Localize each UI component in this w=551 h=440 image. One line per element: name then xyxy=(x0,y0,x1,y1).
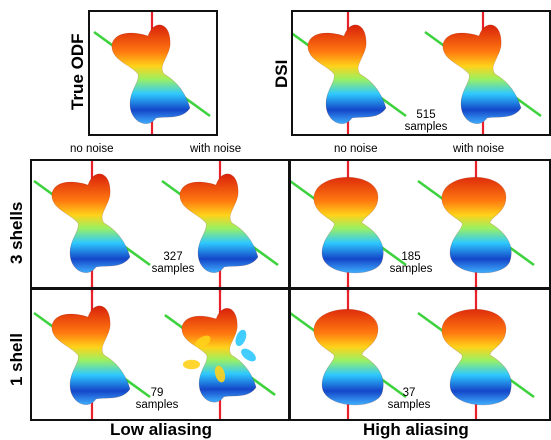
grid-glyph-canvas xyxy=(33,161,535,419)
caption-no-noise-right: no noise xyxy=(334,143,378,155)
shell3-low-no-noise-glyph xyxy=(33,161,151,293)
caption-with-noise-left: with noise xyxy=(190,143,242,155)
shell3-low-with-noise-glyph xyxy=(161,161,279,293)
dsi-panel: 515 samples xyxy=(291,10,551,136)
one-shell-label: 1 shell xyxy=(7,333,26,386)
shell1-low-no-noise-glyph-surface xyxy=(51,305,131,405)
grid-horizontal-divider xyxy=(32,287,549,290)
shell3-low-samples: 327 samples xyxy=(148,251,198,275)
caption-with-noise-right: with noise xyxy=(453,143,505,155)
dsi-label: DSI xyxy=(272,59,291,88)
true-odf-glyph-surface xyxy=(111,24,191,124)
shell1-low-with-noise-glyph-noise-lobe xyxy=(182,359,201,370)
shell1-low-with-noise-glyph-noise-lobe xyxy=(241,348,256,362)
shell3-high-no-noise-glyph xyxy=(289,161,407,293)
shell1-high-samples: 37 samples xyxy=(384,387,434,411)
shell1-high-no-noise-glyph-surface xyxy=(313,308,384,406)
shell1-low-with-noise-glyph xyxy=(164,285,276,419)
shell1-high-count: 37 xyxy=(402,387,416,399)
dsi-glyph-canvas xyxy=(293,12,542,134)
shell3-high-with-noise-glyph xyxy=(417,161,535,293)
shell3-high-samples: 185 samples xyxy=(386,251,436,275)
shell3-high-no-noise-glyph-surface xyxy=(313,176,384,274)
dsi-samples: 515 samples xyxy=(401,109,451,133)
shell1-low-with-noise-glyph-noise-lobe xyxy=(235,329,247,347)
true-odf-glyph-canvas xyxy=(93,12,211,134)
shell1-high-unit: samples xyxy=(387,399,431,411)
dsi-sample-count: 515 xyxy=(416,109,436,121)
shell1-high-with-noise-glyph xyxy=(417,285,535,419)
dsi-sample-unit: samples xyxy=(404,121,448,133)
shell1-low-with-noise-glyph-noise-lobe xyxy=(214,365,226,383)
true-odf-glyph xyxy=(93,12,211,134)
high-aliasing-label: High aliasing xyxy=(363,420,469,439)
dsi-with-noise-glyph xyxy=(424,12,542,134)
shell1-low-with-noise-glyph-surface xyxy=(181,308,257,403)
shell3-low-with-noise-glyph-surface xyxy=(179,173,259,273)
comparison-grid: 327 samples 185 samples 79 samples 37 sa… xyxy=(30,159,551,421)
true-odf-panel xyxy=(88,10,218,136)
shell1-low-unit: samples xyxy=(135,399,179,411)
dsi-with-noise-glyph-surface xyxy=(442,24,522,124)
dsi-no-noise-glyph-surface xyxy=(307,24,387,124)
shell3-low-unit: samples xyxy=(151,263,195,275)
shell1-high-with-noise-glyph-surface xyxy=(441,308,512,406)
true-odf-label: True ODF xyxy=(68,33,87,110)
caption-no-noise-left: no noise xyxy=(70,143,114,155)
shell3-high-with-noise-glyph-surface xyxy=(441,176,512,274)
dsi-no-noise-glyph xyxy=(293,12,407,134)
shell3-high-unit: samples xyxy=(389,263,433,275)
shell1-low-no-noise-glyph xyxy=(33,285,151,419)
three-shells-label: 3 shells xyxy=(7,201,26,264)
shell1-low-with-noise-glyph-noise-lobe xyxy=(195,335,211,348)
low-aliasing-label: Low aliasing xyxy=(110,420,213,439)
grid-vertical-divider xyxy=(288,161,291,419)
shell3-high-count: 185 xyxy=(401,251,421,263)
shell3-low-count: 327 xyxy=(163,251,183,263)
shell1-low-samples: 79 samples xyxy=(132,387,182,411)
shell1-low-count: 79 xyxy=(150,387,164,399)
shell1-high-no-noise-glyph xyxy=(289,285,407,419)
shell3-low-no-noise-glyph-surface xyxy=(51,173,131,273)
